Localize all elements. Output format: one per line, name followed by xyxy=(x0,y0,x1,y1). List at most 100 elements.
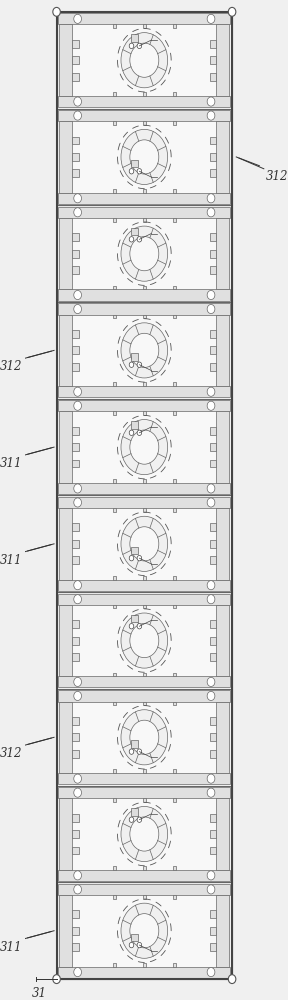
Bar xyxy=(216,218,230,289)
Bar xyxy=(58,787,230,798)
Bar xyxy=(113,702,116,705)
Bar xyxy=(113,121,116,125)
Bar xyxy=(56,302,232,399)
Circle shape xyxy=(129,624,134,629)
Text: 311: 311 xyxy=(0,554,22,567)
Bar xyxy=(210,620,216,628)
Bar xyxy=(210,653,216,661)
Bar xyxy=(173,576,176,580)
Circle shape xyxy=(207,401,215,410)
Circle shape xyxy=(129,43,134,49)
Circle shape xyxy=(207,111,215,120)
Circle shape xyxy=(74,788,82,797)
Bar xyxy=(143,479,146,483)
Bar xyxy=(216,315,230,386)
Circle shape xyxy=(130,623,159,658)
Circle shape xyxy=(207,581,215,590)
Bar xyxy=(113,411,116,415)
Bar xyxy=(58,207,230,218)
Circle shape xyxy=(207,498,215,507)
Circle shape xyxy=(207,691,215,700)
Bar xyxy=(210,266,216,274)
Circle shape xyxy=(121,129,168,184)
Text: 311: 311 xyxy=(0,457,22,470)
Circle shape xyxy=(74,774,82,783)
Bar xyxy=(113,866,116,870)
Circle shape xyxy=(121,420,168,475)
Circle shape xyxy=(207,968,215,977)
Bar xyxy=(58,773,230,784)
Circle shape xyxy=(207,387,215,396)
Bar xyxy=(72,443,79,451)
Bar xyxy=(72,927,79,935)
Bar xyxy=(173,189,176,193)
Circle shape xyxy=(228,975,236,984)
Bar xyxy=(210,523,216,531)
Circle shape xyxy=(137,169,142,174)
Bar xyxy=(72,40,79,48)
Bar xyxy=(58,497,230,508)
Bar xyxy=(59,24,72,96)
Bar xyxy=(131,934,138,941)
Circle shape xyxy=(129,237,134,242)
Bar xyxy=(59,798,72,870)
Bar xyxy=(210,733,216,741)
Bar xyxy=(72,943,79,951)
Bar xyxy=(113,769,116,773)
Bar xyxy=(131,421,138,429)
Bar xyxy=(56,786,232,882)
Bar xyxy=(216,121,230,193)
Circle shape xyxy=(74,871,82,880)
Bar xyxy=(72,153,79,161)
Bar xyxy=(56,109,232,205)
Bar xyxy=(72,169,79,177)
Bar xyxy=(56,12,232,109)
Bar xyxy=(216,798,230,870)
Bar xyxy=(173,963,176,967)
Bar xyxy=(210,169,216,177)
Bar xyxy=(58,483,230,494)
Circle shape xyxy=(74,14,82,23)
Bar xyxy=(173,508,176,512)
Bar xyxy=(72,750,79,758)
Bar xyxy=(113,798,116,802)
Bar xyxy=(72,460,79,467)
Circle shape xyxy=(74,691,82,700)
Circle shape xyxy=(129,362,134,367)
Bar xyxy=(72,717,79,725)
Bar xyxy=(143,895,146,899)
Bar xyxy=(58,193,230,204)
Text: 31: 31 xyxy=(31,987,46,1000)
Circle shape xyxy=(74,111,82,120)
Bar xyxy=(58,303,230,315)
Circle shape xyxy=(207,97,215,106)
Circle shape xyxy=(207,484,215,493)
Bar xyxy=(216,895,230,967)
Bar xyxy=(173,673,176,676)
Bar xyxy=(72,137,79,144)
Bar xyxy=(210,750,216,758)
Bar xyxy=(143,315,146,318)
Circle shape xyxy=(137,430,142,435)
Bar xyxy=(72,363,79,371)
Bar xyxy=(216,411,230,483)
Bar xyxy=(113,92,116,96)
Bar xyxy=(58,870,230,881)
Bar xyxy=(210,540,216,548)
Bar xyxy=(131,160,138,167)
Circle shape xyxy=(121,613,168,668)
Circle shape xyxy=(74,885,82,894)
Circle shape xyxy=(130,140,159,174)
Bar xyxy=(173,798,176,802)
Circle shape xyxy=(74,484,82,493)
Bar xyxy=(173,702,176,705)
Circle shape xyxy=(207,788,215,797)
Circle shape xyxy=(74,290,82,300)
Circle shape xyxy=(137,555,142,561)
Bar xyxy=(210,814,216,822)
Bar xyxy=(72,847,79,854)
Bar xyxy=(113,479,116,483)
Circle shape xyxy=(130,720,159,754)
Bar xyxy=(210,830,216,838)
Bar xyxy=(210,363,216,371)
